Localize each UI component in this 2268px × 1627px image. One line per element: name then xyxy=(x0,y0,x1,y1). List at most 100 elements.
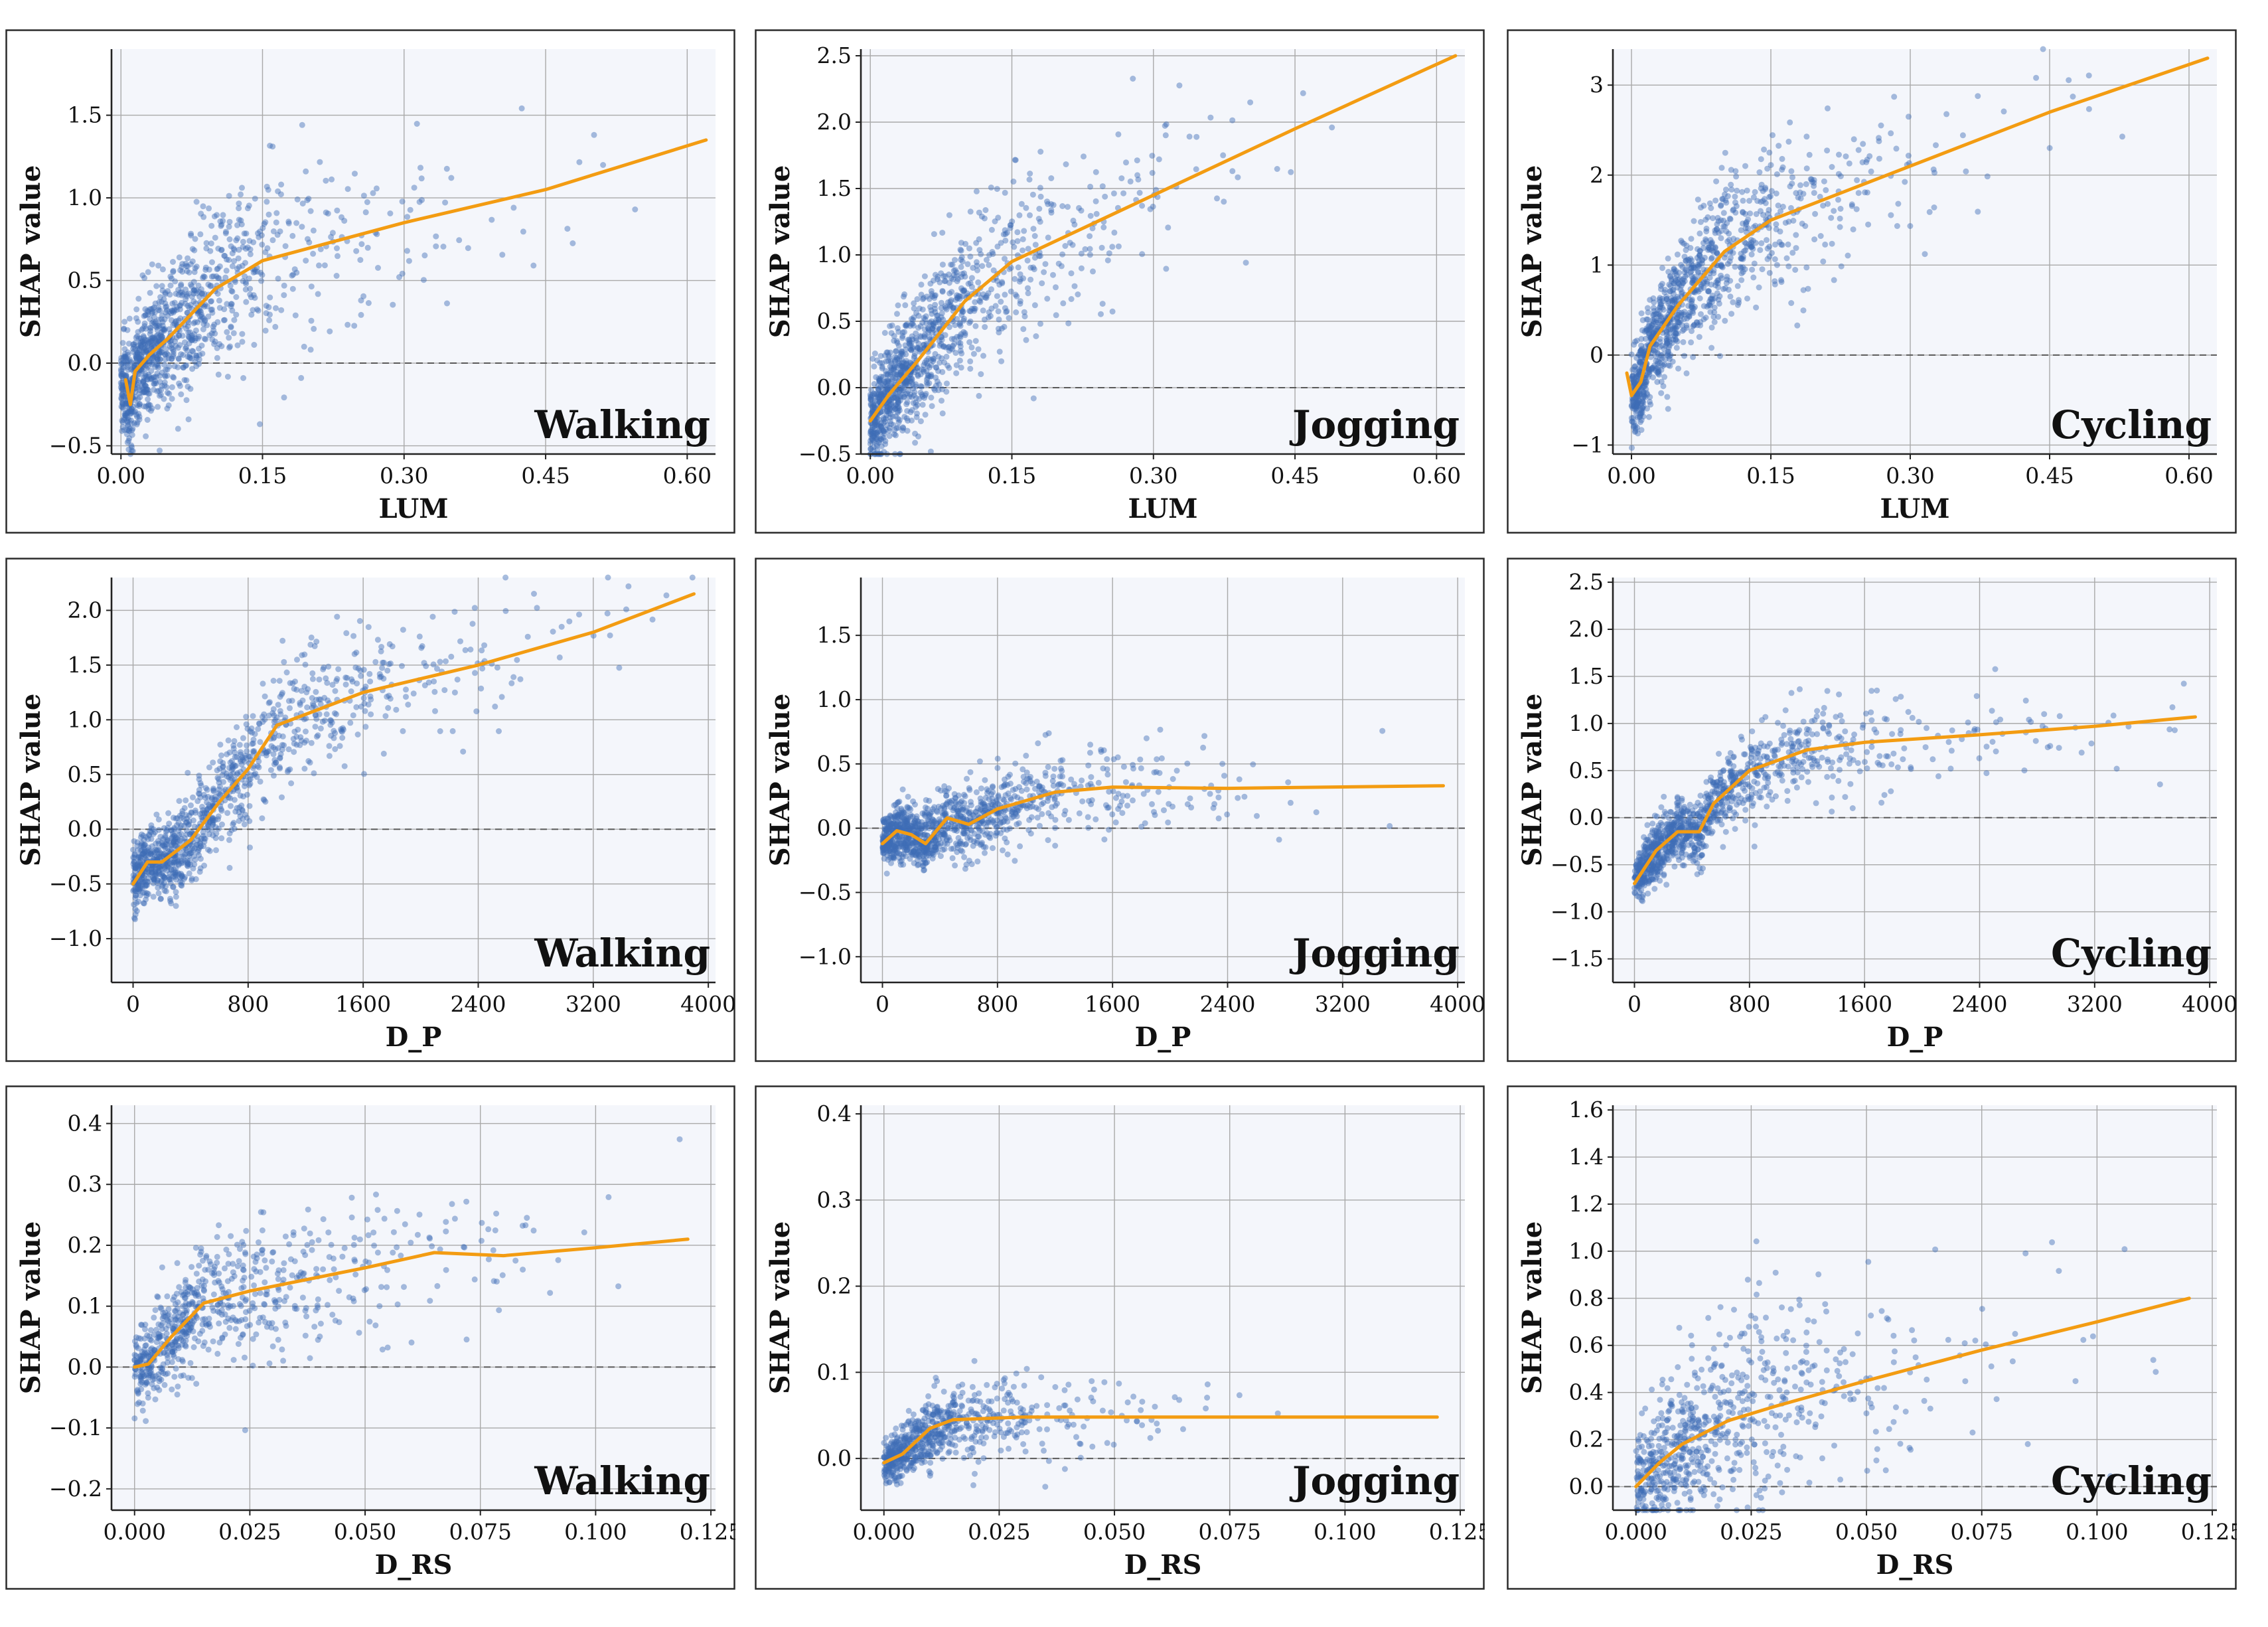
scatter-point xyxy=(1002,776,1008,783)
scatter-point xyxy=(1855,190,1862,196)
scatter-point xyxy=(899,786,906,793)
scatter-point xyxy=(1666,353,1673,360)
scatter-point xyxy=(1635,398,1641,404)
x-axis-label: LUM xyxy=(1128,493,1197,524)
scatter-point xyxy=(1636,368,1643,375)
scatter-point xyxy=(1641,383,1647,390)
scatter-point xyxy=(930,355,937,362)
scatter-point xyxy=(874,357,881,364)
scatter-point xyxy=(885,382,891,389)
scatter-point xyxy=(962,273,968,280)
scatter-point xyxy=(997,820,1004,827)
scatter-point xyxy=(247,291,254,298)
scatter-point xyxy=(217,791,224,798)
scatter-point xyxy=(1824,147,1831,154)
scatter-point xyxy=(880,819,887,826)
scatter-point xyxy=(151,849,158,856)
scatter-point xyxy=(892,402,899,409)
scatter-point xyxy=(1193,166,1199,173)
scatter-point xyxy=(1738,270,1745,277)
scatter-point xyxy=(1699,257,1705,264)
scatter-point xyxy=(187,352,193,358)
scatter-point xyxy=(1247,99,1254,106)
scatter-point xyxy=(1077,783,1084,790)
scatter-point xyxy=(1657,307,1663,314)
scatter-point xyxy=(187,831,193,838)
scatter-point xyxy=(1069,242,1076,248)
scatter-point xyxy=(124,419,131,426)
scatter-point xyxy=(277,751,284,757)
scatter-point xyxy=(375,265,381,271)
scatter-point xyxy=(887,323,893,329)
scatter-point xyxy=(876,394,882,400)
scatter-point xyxy=(1705,288,1712,295)
scatter-point xyxy=(1764,165,1771,172)
scatter-point xyxy=(144,376,151,383)
scatter-point xyxy=(121,353,128,360)
scatter-point xyxy=(327,722,334,728)
scatter-point xyxy=(285,746,292,753)
scatter-point xyxy=(1931,169,1937,176)
scatter-point xyxy=(1715,277,1722,283)
scatter-point xyxy=(871,439,877,445)
scatter-point xyxy=(303,689,310,696)
scatter-point xyxy=(403,686,409,693)
scatter-point xyxy=(321,664,327,670)
scatter-point xyxy=(174,838,180,845)
scatter-point xyxy=(984,819,990,826)
scatter-point xyxy=(153,283,160,289)
scatter-point xyxy=(2085,106,2092,112)
scatter-point xyxy=(358,672,364,679)
scatter-point xyxy=(1853,206,1860,212)
scatter-point xyxy=(1675,365,1681,372)
scatter-point xyxy=(1001,818,1008,824)
scatter-point xyxy=(1714,249,1720,256)
scatter-point xyxy=(147,828,153,834)
scatter-point xyxy=(1676,281,1683,287)
scatter-point xyxy=(1773,226,1779,232)
scatter-point xyxy=(241,783,248,789)
scatter-point xyxy=(1651,315,1658,322)
scatter-point xyxy=(921,333,928,340)
scatter-point xyxy=(1300,90,1306,96)
scatter-point xyxy=(218,222,225,228)
scatter-point xyxy=(952,840,959,847)
scatter-point xyxy=(868,428,874,435)
scatter-point xyxy=(1718,263,1725,270)
scatter-point xyxy=(1007,224,1014,231)
scatter-point xyxy=(1716,300,1722,307)
scatter-point xyxy=(164,366,171,373)
scatter-point xyxy=(977,795,984,802)
scatter-point xyxy=(887,405,893,412)
scatter-point xyxy=(323,711,330,718)
scatter-point xyxy=(1649,323,1655,329)
scatter-point xyxy=(1643,378,1650,385)
scatter-point xyxy=(1026,177,1033,183)
scatter-point xyxy=(1011,244,1018,250)
scatter-point xyxy=(1756,169,1763,175)
scatter-point xyxy=(1714,226,1720,232)
scatter-point xyxy=(1689,279,1696,285)
scatter-point xyxy=(204,807,210,813)
scatter-point xyxy=(948,262,954,268)
scatter-point xyxy=(868,445,874,452)
scatter-point xyxy=(334,613,340,620)
scatter-point xyxy=(137,842,144,849)
scatter-point xyxy=(921,368,927,375)
scatter-point xyxy=(213,830,220,837)
scatter-point xyxy=(1837,173,1844,179)
scatter-point xyxy=(1665,348,1671,354)
scatter-point xyxy=(281,292,287,299)
scatter-point xyxy=(153,333,160,339)
scatter-point xyxy=(179,292,185,299)
scatter-point xyxy=(141,389,147,396)
scatter-point xyxy=(236,741,243,748)
scatter-point xyxy=(150,848,157,855)
scatter-point xyxy=(891,847,897,854)
scatter-point xyxy=(927,448,934,455)
scatter-point xyxy=(191,247,198,254)
scatter-point xyxy=(161,842,167,849)
x-tick-label: 0.30 xyxy=(1886,463,1934,489)
scatter-point xyxy=(901,414,908,420)
scatter-point xyxy=(982,324,988,331)
